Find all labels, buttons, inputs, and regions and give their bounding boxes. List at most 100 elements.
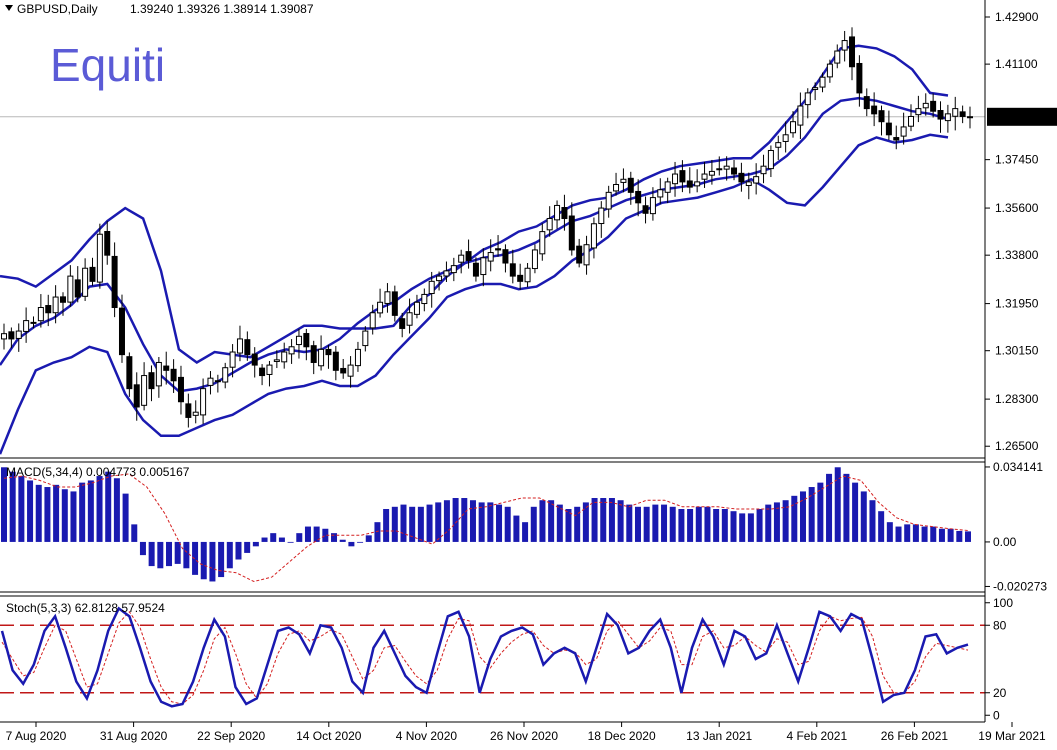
macd-bar [539, 500, 546, 542]
macd-bar [895, 526, 902, 542]
macd-bar [817, 482, 824, 542]
macd-bar [617, 500, 624, 542]
candle-body [576, 245, 583, 264]
candle-body [908, 115, 915, 127]
candle-body [590, 223, 597, 249]
macd-bar [808, 487, 815, 542]
candle-body [259, 367, 266, 377]
candle-body [509, 263, 516, 277]
candle-body [841, 40, 848, 51]
macd-bar [634, 506, 641, 542]
candle-body [613, 184, 620, 192]
candle-body [930, 100, 937, 112]
candle-body [915, 108, 922, 116]
candle-body [657, 189, 664, 198]
candle-body [686, 180, 693, 188]
macd-bar [930, 526, 937, 542]
macd-bar [669, 506, 676, 542]
macd-bar [478, 502, 485, 542]
macd-bar [113, 478, 120, 542]
candle-body [450, 265, 457, 274]
macd-bar [443, 500, 450, 542]
macd-bar [938, 528, 945, 542]
macd-bar [548, 500, 555, 542]
candle-body [627, 177, 634, 193]
candle-body [303, 333, 310, 348]
macd-bar [61, 489, 68, 542]
candle-body [67, 275, 74, 303]
candle-body [406, 312, 413, 326]
candle-body [753, 176, 760, 184]
candle-body [163, 365, 170, 371]
candle-body [561, 207, 568, 220]
price-tick-label: 1.37450 [995, 153, 1039, 167]
current-price-badge [987, 107, 1057, 126]
macd-bar [878, 511, 885, 542]
macd-bar [391, 506, 398, 542]
macd-bar [765, 504, 772, 542]
macd-bar [608, 498, 615, 542]
macd-bar [947, 528, 954, 542]
macd-bar [365, 535, 372, 542]
macd-bar [192, 541, 199, 575]
macd-bar [417, 506, 424, 542]
date-tick-label: 14 Oct 2020 [296, 729, 362, 743]
candle-body [723, 165, 730, 170]
macd-bar [87, 480, 94, 542]
macd-bar [652, 504, 659, 542]
candle-body [141, 375, 148, 406]
candle-body [502, 249, 509, 264]
candle-body [288, 346, 295, 355]
candle-body [332, 351, 339, 371]
macd-bar [860, 491, 867, 542]
candle-body [856, 62, 863, 94]
current-price-label: 1.39087 [991, 110, 1035, 124]
macd-bar [721, 508, 728, 542]
candle-body [649, 197, 656, 215]
price-tick-label: 1.42900 [995, 10, 1039, 24]
macd-bar [105, 471, 112, 542]
candle-body [554, 204, 561, 221]
macd-bar [626, 504, 633, 542]
bollinger-upper-line [0, 44, 949, 364]
price-tick-label: 1.41100 [995, 57, 1038, 71]
dropdown-arrow-icon[interactable] [5, 5, 13, 11]
macd-bar [1, 467, 7, 542]
macd-bar [565, 508, 572, 542]
macd-bar [96, 476, 103, 542]
candle-body [878, 110, 885, 123]
candle-body [23, 320, 30, 332]
macd-bar [791, 495, 798, 542]
candle-body [790, 121, 797, 134]
candle-body [236, 338, 243, 354]
date-tick-label: 19 Mar 2021 [978, 729, 1046, 743]
candle-body [362, 330, 369, 347]
candle-body [679, 170, 686, 183]
macd-bar [713, 508, 720, 542]
date-tick-label: 18 Dec 2020 [588, 729, 656, 743]
macd-tick-label: 0.00 [993, 535, 1017, 549]
candle-body [104, 230, 111, 256]
candle-body [775, 142, 782, 148]
macd-bar [704, 506, 711, 542]
candle-body [937, 110, 944, 120]
candle-body [1, 333, 7, 340]
macd-bar [461, 498, 468, 542]
macd-bar [296, 533, 303, 542]
macd-bar [209, 541, 216, 582]
candle-body [89, 266, 96, 282]
candle-body [207, 377, 214, 386]
chart-ohlc: 1.39240 1.39326 1.38914 1.39087 [130, 2, 314, 16]
candle-body [8, 331, 15, 340]
stoch-main-line [0, 606, 969, 708]
macd-bar [574, 506, 581, 542]
candle-body [738, 172, 745, 183]
candle-body [952, 108, 959, 117]
candle-body [539, 231, 546, 255]
macd-bar [400, 504, 407, 542]
macd-bar [730, 511, 737, 542]
candle-body [399, 318, 406, 329]
macd-bar [148, 541, 155, 567]
macd-bar [600, 498, 607, 542]
